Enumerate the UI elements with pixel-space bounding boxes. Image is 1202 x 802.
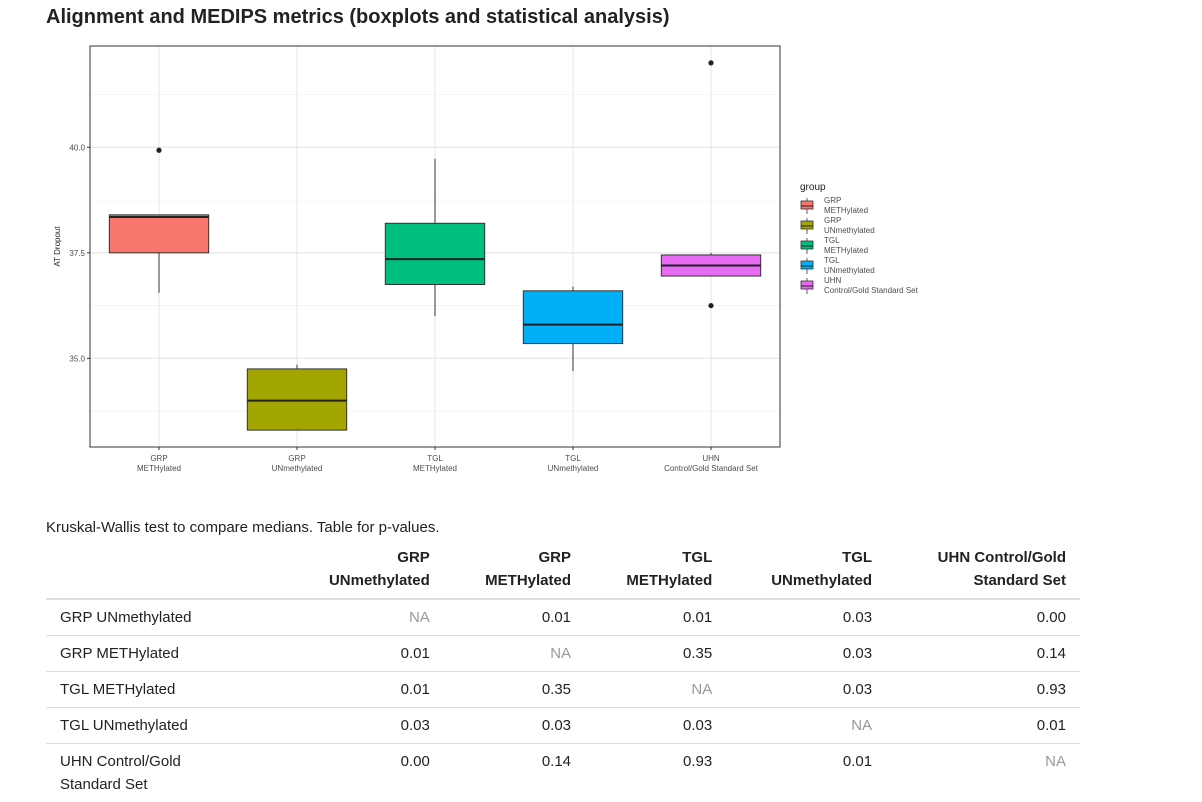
pvalue-cell: 0.01	[726, 744, 886, 802]
x-tick-label: GRP	[288, 454, 305, 463]
legend-key	[801, 241, 813, 249]
y-axis-label: AT Dropout	[53, 226, 62, 267]
legend-label: GRP	[824, 216, 841, 225]
table-row: TGL UNmethylated 0.03 0.03 0.03 NA 0.01	[46, 708, 1080, 744]
row-label: TGL METHylated	[46, 672, 284, 708]
x-tick-label: TGL	[427, 454, 443, 463]
legend-label: UNmethylated	[824, 266, 875, 275]
legend-label: METHylated	[824, 246, 868, 255]
x-tick-label: UNmethylated	[272, 464, 323, 473]
x-tick-label: METHylated	[413, 464, 457, 473]
page-title: Alignment and MEDIPS metrics (boxplots a…	[46, 6, 669, 29]
pvalue-cell: 0.14	[886, 636, 1080, 672]
outlier-point	[708, 60, 713, 65]
pvalue-cell: NA	[444, 636, 585, 672]
pvalue-cell: 0.01	[444, 599, 585, 636]
pvalue-cell: 0.01	[886, 708, 1080, 744]
pvalue-cell: 0.01	[284, 636, 444, 672]
row-label: GRP UNmethylated	[46, 599, 284, 636]
pvalue-cell: 0.03	[726, 599, 886, 636]
pvalue-cell: 0.03	[726, 672, 886, 708]
x-tick-label: TGL	[565, 454, 581, 463]
pvalue-cell: 0.35	[585, 636, 726, 672]
pvalue-cell: 0.03	[585, 708, 726, 744]
pvalue-cell: NA	[585, 672, 726, 708]
box	[523, 291, 622, 344]
outlier-point	[708, 303, 713, 308]
table-caption: Kruskal-Wallis test to compare medians. …	[46, 519, 440, 536]
pvalue-cell: 0.93	[585, 744, 726, 802]
pvalue-cell: 0.03	[444, 708, 585, 744]
table-row: GRP UNmethylated NA 0.01 0.01 0.03 0.00	[46, 599, 1080, 636]
legend-key	[801, 261, 813, 269]
legend-title: group	[800, 182, 826, 193]
x-tick-label: GRP	[150, 454, 167, 463]
pvalue-cell: 0.03	[726, 636, 886, 672]
boxplot-chart: 35.037.540.0AT DropoutGRPMETHylatedGRPUN…	[0, 40, 1202, 480]
legend-label: Control/Gold Standard Set	[824, 286, 919, 295]
x-tick-label: METHylated	[137, 464, 181, 473]
x-tick-label: UNmethylated	[548, 464, 599, 473]
pvalue-cell: NA	[886, 744, 1080, 802]
y-tick-label: 37.5	[69, 249, 85, 258]
table-corner-cell	[46, 543, 284, 599]
legend-label: UNmethylated	[824, 226, 875, 235]
pvalue-cell: 0.01	[585, 599, 726, 636]
pvalue-cell: 0.00	[284, 744, 444, 802]
legend-key	[801, 201, 813, 209]
row-label: GRP METHylated	[46, 636, 284, 672]
row-label: TGL UNmethylated	[46, 708, 284, 744]
pvalue-cell: 0.03	[284, 708, 444, 744]
table-row: TGL METHylated 0.01 0.35 NA 0.03 0.93	[46, 672, 1080, 708]
box	[385, 223, 484, 284]
box	[247, 369, 346, 430]
pvalue-cell: 0.93	[886, 672, 1080, 708]
legend-label: TGL	[824, 256, 840, 265]
box	[109, 215, 208, 253]
table-row: GRP METHylated 0.01 NA 0.35 0.03 0.14	[46, 636, 1080, 672]
outlier-point	[156, 148, 161, 153]
legend-label: METHylated	[824, 206, 868, 215]
legend-label: GRP	[824, 196, 841, 205]
pvalue-cell: NA	[726, 708, 886, 744]
legend-key	[801, 221, 813, 229]
y-tick-label: 35.0	[69, 354, 85, 363]
y-tick-label: 40.0	[69, 143, 85, 152]
legend-key	[801, 281, 813, 289]
pvalue-cell: 0.00	[886, 599, 1080, 636]
pvalue-cell: 0.14	[444, 744, 585, 802]
x-tick-label: Control/Gold Standard Set	[664, 464, 759, 473]
x-tick-label: UHN	[702, 454, 720, 463]
pvalue-cell: NA	[284, 599, 444, 636]
legend-label: TGL	[824, 236, 840, 245]
pvalue-cell: 0.01	[284, 672, 444, 708]
pvalue-cell: 0.35	[444, 672, 585, 708]
legend-label: UHN	[824, 276, 842, 285]
